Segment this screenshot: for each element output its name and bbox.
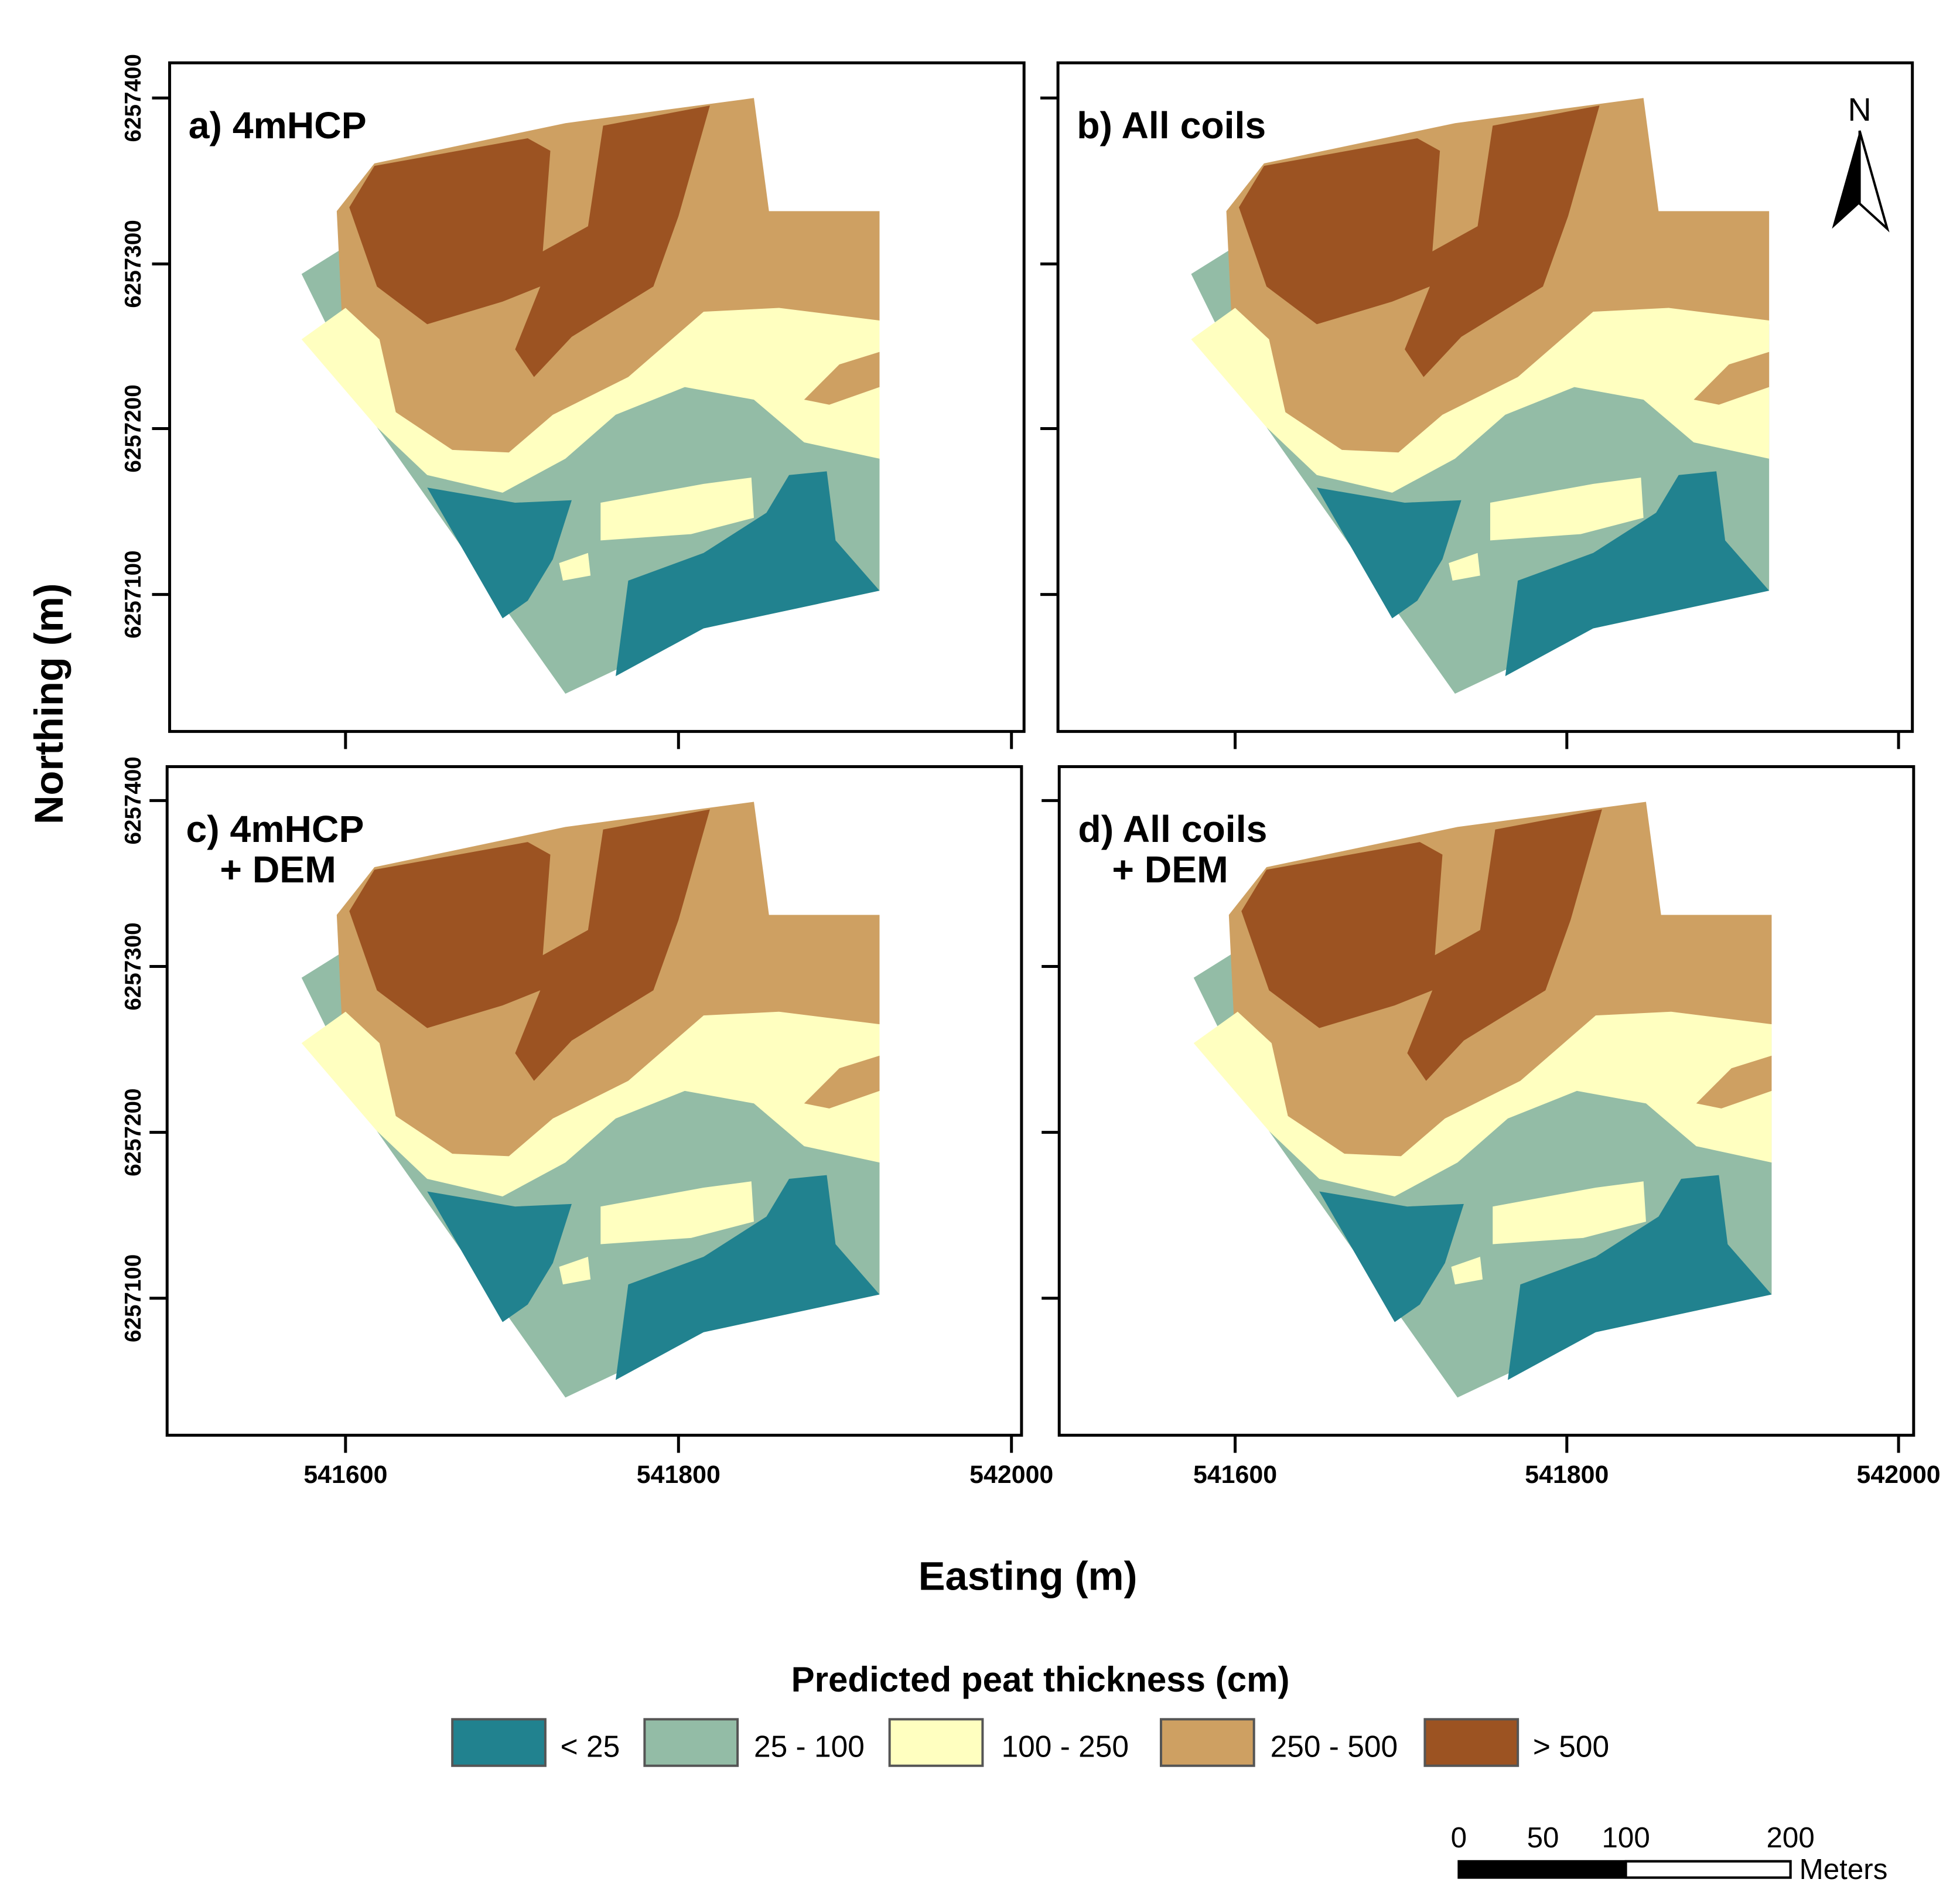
x-tick-label: 541800 <box>637 1461 721 1489</box>
peat-map-a <box>301 98 880 694</box>
legend-swatch <box>1159 1718 1255 1767</box>
y-tick-label: 6257200 <box>121 1088 146 1176</box>
legend-swatch <box>451 1718 547 1767</box>
panel-title: a) 4mHCP <box>189 104 367 146</box>
scale-bar-tick-label: 200 <box>1766 1822 1814 1854</box>
panel-title: d) All coils <box>1078 808 1267 850</box>
y-axis-title: Northing (m) <box>26 583 71 824</box>
legend-item: > 500 <box>1423 1718 1609 1767</box>
legend-label: 25 - 100 <box>754 1730 865 1764</box>
map-panel-b: b) All coils <box>1040 61 1914 749</box>
legend-title: Predicted peat thickness (cm) <box>791 1660 1290 1699</box>
panel-frame <box>1057 765 1915 1437</box>
x-tick-label: 542000 <box>1857 1461 1941 1489</box>
y-tick-label: 6257400 <box>121 756 146 844</box>
y-tick-label: 6257100 <box>121 550 146 638</box>
peat-map-b <box>1191 98 1770 694</box>
legend-label: > 500 <box>1533 1730 1609 1764</box>
legend-label: 100 - 250 <box>1002 1730 1129 1764</box>
north-arrow-label: N <box>1848 91 1871 128</box>
north-arrow-right-half <box>1858 130 1890 233</box>
x-tick-label: 542000 <box>969 1461 1053 1489</box>
panel-title-line2: + DEM <box>1112 848 1228 891</box>
legend-swatch <box>1423 1718 1519 1767</box>
y-tick-label: 6257400 <box>121 54 146 142</box>
scale-bar-open <box>1624 1860 1792 1879</box>
panel-frame <box>165 765 1023 1437</box>
panel-title-line2: + DEM <box>220 848 336 891</box>
scale-bar-tick-label: 50 <box>1527 1822 1559 1854</box>
legend-item: 25 - 100 <box>643 1718 865 1767</box>
y-tick-label: 6257100 <box>121 1254 146 1342</box>
legend-item: 100 - 250 <box>888 1718 1129 1767</box>
x-tick-label: 541800 <box>1525 1461 1609 1489</box>
legend-swatch <box>888 1718 984 1767</box>
x-tick-label: 541600 <box>1193 1461 1277 1489</box>
map-panel-a: a) 4mHCP <box>152 61 1026 749</box>
scale-bar-filled <box>1459 1861 1626 1878</box>
peat-map-d <box>1193 802 1772 1398</box>
scale-bar-outline <box>1457 1860 1792 1879</box>
panel-title: b) All coils <box>1077 104 1266 146</box>
north-arrow-left-half <box>1832 131 1860 229</box>
y-tick-label: 6257200 <box>121 384 146 472</box>
x-axis-title: Easting (m) <box>918 1553 1138 1598</box>
y-tick-label: 6257300 <box>121 922 146 1010</box>
scale-bar-tick-label: 0 <box>1451 1822 1467 1854</box>
legend-item: < 25 <box>451 1718 620 1767</box>
peat-map-c <box>301 802 880 1398</box>
panel-frame <box>1056 61 1914 733</box>
map-panel-d: d) All coils+ DEM <box>1042 765 1915 1453</box>
y-tick-label: 6257300 <box>121 220 146 308</box>
scale-bar-tick-label: 100 <box>1602 1822 1650 1854</box>
x-tick-label: 541600 <box>303 1461 387 1489</box>
legend-label: < 25 <box>561 1730 620 1764</box>
panel-title: c) 4mHCP <box>186 808 364 850</box>
scale-bar-unit: Meters <box>1799 1853 1888 1885</box>
legend-label: 250 - 500 <box>1271 1730 1398 1764</box>
north-arrow-icon: N <box>1832 91 1890 233</box>
legend-swatch <box>643 1718 739 1767</box>
panel-frame <box>168 61 1026 733</box>
map-panel-c: c) 4mHCP+ DEM <box>149 765 1023 1453</box>
legend-item: 250 - 500 <box>1159 1718 1398 1767</box>
